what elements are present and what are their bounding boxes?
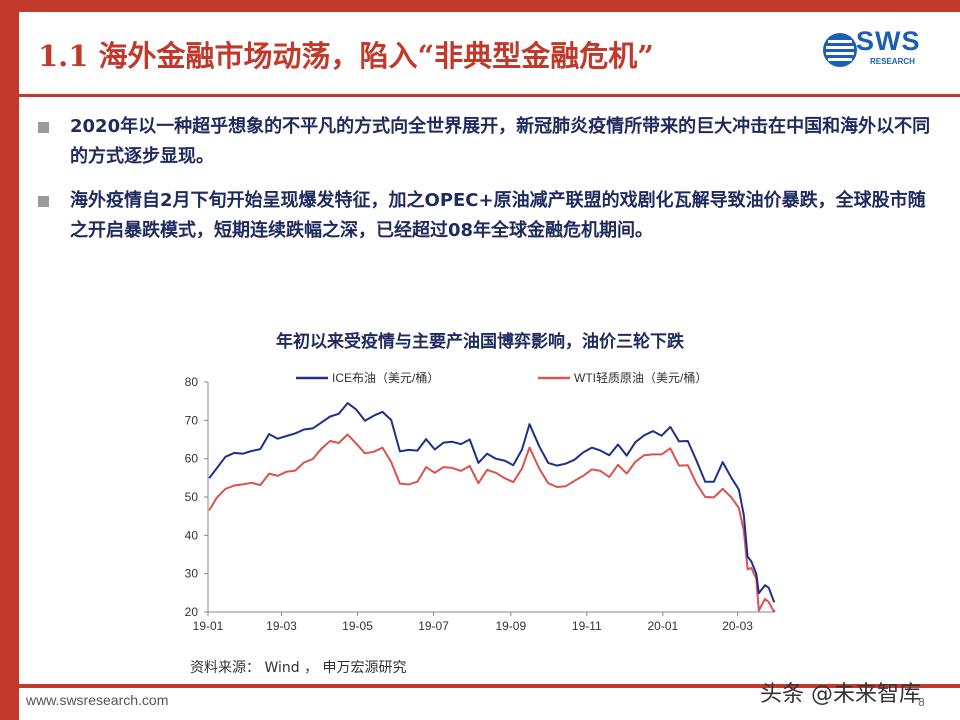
legend-label: WTI轻质原油（美元/桶） (574, 370, 707, 385)
watermark: 头条 @未来智库 (760, 682, 921, 707)
bullet-item: 2020年以一种超乎想象的不平凡的方式向全世界展开，新冠肺炎疫情所带来的巨大冲击… (38, 112, 938, 172)
logo-subtext: RESEARCH (870, 57, 915, 66)
logo-wordmark: SWS (856, 26, 921, 56)
y-tick-label: 70 (185, 413, 199, 427)
bullet-item: 海外疫情自2月下旬开始呈现爆发特征，加之OPEC+原油减产联盟的戏剧化瓦解导致油… (38, 186, 938, 246)
x-tick-label: 19-07 (418, 619, 449, 633)
series-layer (208, 402, 776, 613)
x-tick-label: 19-09 (495, 619, 526, 633)
square-bullet-icon (38, 122, 49, 133)
left-frame-bar (0, 0, 19, 720)
x-tick-label: 19-03 (266, 619, 297, 633)
square-bullet-icon (38, 196, 49, 207)
slide-title: 1.1 海外金融市场动荡，陷入“非典型金融危机” (38, 39, 654, 73)
top-frame-bar (0, 0, 960, 12)
source-note: 资料来源： Wind ， 申万宏源研究 (190, 660, 407, 676)
y-axis: 20 30 40 50 60 70 80 (185, 375, 209, 619)
y-tick-label: 40 (185, 528, 199, 542)
y-tick-label: 50 (185, 490, 199, 504)
x-tick-label: 19-11 (572, 619, 602, 633)
sws-logo-icon (823, 33, 857, 67)
y-tick-label: 60 (185, 452, 199, 466)
x-axis: 19-01 19-03 19-05 19-07 19-09 19-11 20-01 20-03 (193, 611, 775, 633)
series-line (208, 433, 776, 613)
chart-title: 年初以来受疫情与主要产油国博弈影响，油价三轮下跌 (276, 332, 684, 352)
y-tick-label: 80 (185, 375, 199, 389)
footer-url[interactable]: www.swsresearch.com (26, 692, 169, 708)
legend-label: ICE布油（美元/桶） (332, 370, 439, 385)
x-tick-label: 19-05 (342, 619, 373, 633)
oil-price-chart: 20 30 40 50 60 70 80 19-01 19-03 19-05 19-07 19-09… (185, 370, 776, 633)
page-number: 8 (918, 696, 925, 709)
title-divider (19, 94, 960, 97)
footer-divider (0, 684, 960, 688)
bullet-text: 2020年以一种超乎想象的不平凡的方式向全世界展开，新冠肺炎疫情所带来的巨大冲击… (70, 116, 931, 167)
y-tick-label: 30 (185, 567, 199, 581)
chart-legend: ICE布油（美元/桶） WTI轻质原油（美元/桶） (296, 370, 707, 385)
title-bar (19, 12, 960, 94)
x-tick-label: 20-03 (722, 619, 753, 633)
x-tick-label: 20-01 (647, 619, 678, 633)
bullet-list: 2020年以一种超乎想象的不平凡的方式向全世界展开，新冠肺炎疫情所带来的巨大冲击… (38, 112, 938, 260)
x-tick-label: 19-01 (193, 619, 224, 633)
y-tick-label: 20 (185, 605, 199, 619)
series-line (208, 402, 776, 603)
bullet-text: 海外疫情自2月下旬开始呈现爆发特征，加之OPEC+原油减产联盟的戏剧化瓦解导致油… (70, 190, 926, 241)
